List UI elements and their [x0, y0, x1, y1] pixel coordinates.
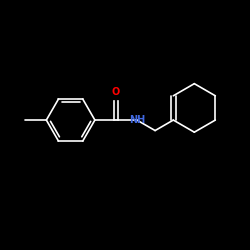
Text: O: O — [112, 88, 120, 98]
Text: NH: NH — [129, 115, 145, 125]
